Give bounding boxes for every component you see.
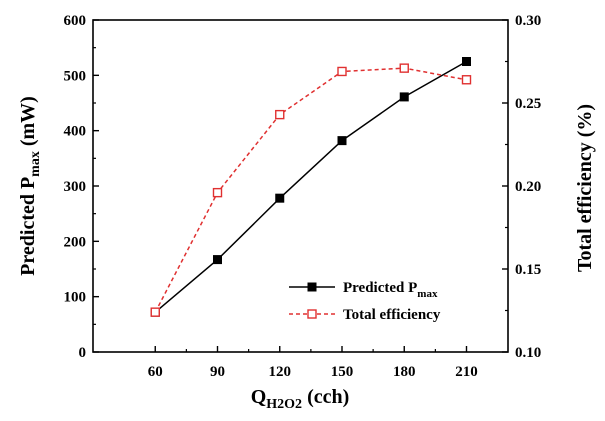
y-right-tick-label: 0.25 xyxy=(515,96,541,112)
x-tick-label: 150 xyxy=(331,364,354,380)
y-right-axis-title: Total efficiency (%) xyxy=(574,104,596,272)
x-axis-title: QH2O2 (cch) xyxy=(251,386,350,412)
x-tick-label: 180 xyxy=(393,364,416,380)
y-left-axis-title-unit: (mW) xyxy=(17,96,39,151)
series-point-1 xyxy=(275,193,285,203)
x-tick-label: 120 xyxy=(269,364,292,380)
y-left-tick-label: 600 xyxy=(64,13,87,29)
x-tick-label: 90 xyxy=(210,364,225,380)
series-point-2 xyxy=(275,109,285,120)
y-left-tick-label: 300 xyxy=(64,179,87,195)
y-right-tick-label: 0.20 xyxy=(515,179,541,195)
legend-label-subscript: max xyxy=(417,288,438,300)
x-axis-title-subscript: H2O2 xyxy=(266,397,302,412)
y-left-tick-label: 100 xyxy=(64,290,87,306)
series-point-1 xyxy=(337,136,347,146)
y-right-tick-label: 0.10 xyxy=(515,345,541,361)
y-right-tick-label: 0.30 xyxy=(515,13,541,29)
series-point-2 xyxy=(399,63,409,73)
x-axis-title-unit: (cch) xyxy=(302,386,349,408)
series-point-1 xyxy=(462,57,471,66)
series-point-2 xyxy=(461,75,472,85)
y-left-tick-label: 200 xyxy=(64,234,87,250)
series-line-1 xyxy=(154,60,467,313)
legend-label-1: Predicted Pmax xyxy=(343,280,438,300)
y-left-tick-label: 500 xyxy=(64,68,87,84)
x-tick-label: 210 xyxy=(455,364,478,380)
legend-marker-2 xyxy=(307,309,317,319)
plot-frame xyxy=(92,19,509,353)
y-left-tick-label: 400 xyxy=(64,124,87,140)
series-line-2 xyxy=(154,67,467,313)
series-point-1 xyxy=(213,255,222,265)
legend-marker-1 xyxy=(307,282,317,292)
series-point-2 xyxy=(212,187,223,198)
series-point-2 xyxy=(337,66,347,77)
legend-label-2: Total efficiency xyxy=(343,307,441,323)
y-left-tick-label: 0 xyxy=(79,345,87,361)
y-left-axis-title: Predicted Pmax (mW) xyxy=(17,96,43,276)
y-right-tick-label: 0.15 xyxy=(515,262,541,278)
series-point-2 xyxy=(150,307,160,317)
series-point-1 xyxy=(399,92,409,102)
x-tick-label: 60 xyxy=(148,364,163,380)
y-left-axis-title-subscript: max xyxy=(28,151,43,177)
